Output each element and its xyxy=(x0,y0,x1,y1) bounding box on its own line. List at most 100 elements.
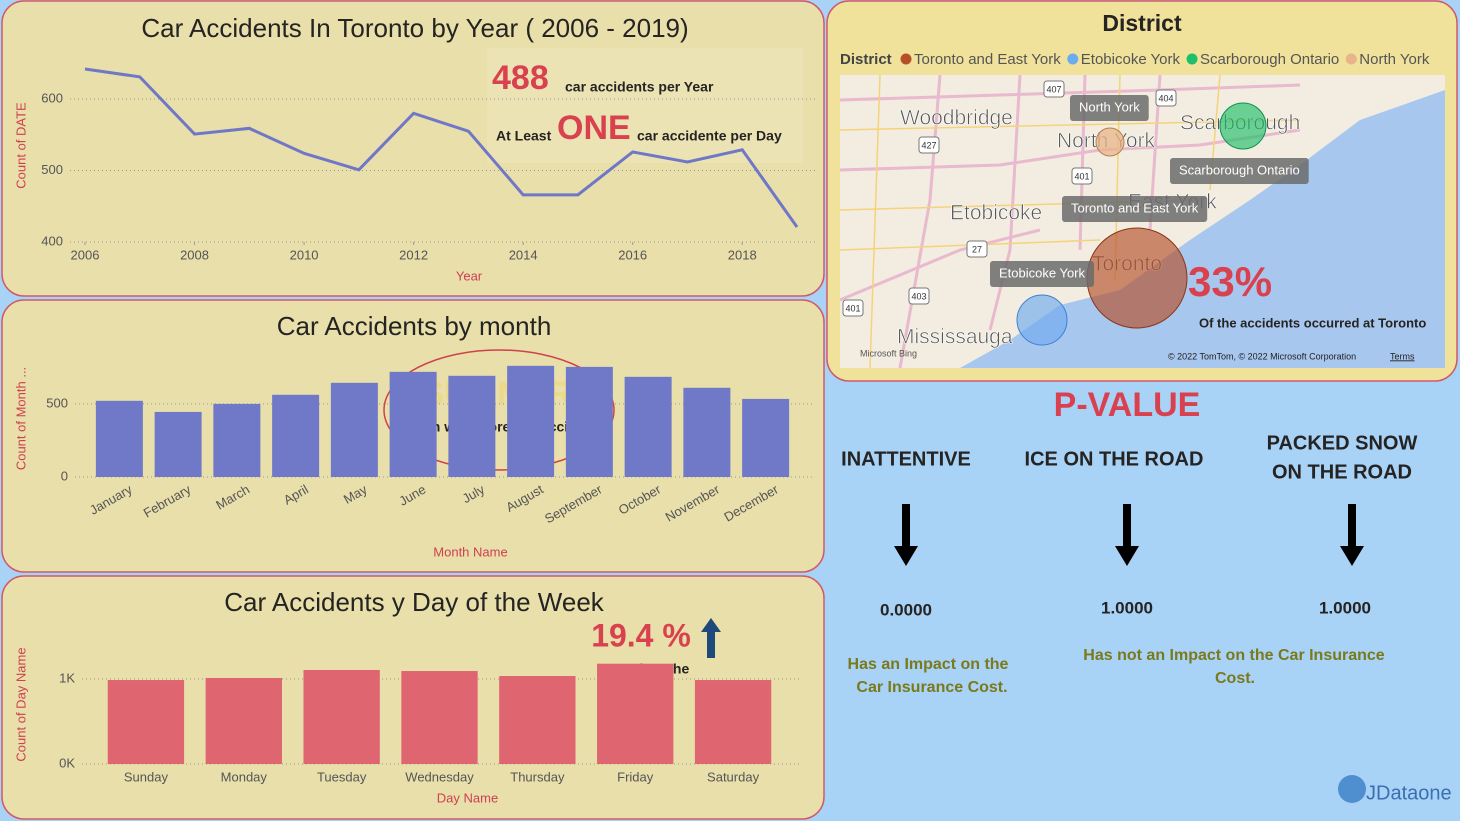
bar xyxy=(499,676,576,764)
kpi-emphasis: ONE xyxy=(557,109,631,147)
p-value: 1.0000 xyxy=(1319,598,1371,617)
y-axis-title: Count of Day Name xyxy=(13,647,28,761)
y-tick-label: 500 xyxy=(46,395,68,410)
chart-title: Car Accidents In Toronto by Year ( 2006 … xyxy=(141,13,688,43)
bubble xyxy=(1219,102,1267,150)
district-percent-text: Of the accidents occurred at Toronto xyxy=(1199,315,1426,330)
down-arrow xyxy=(1115,504,1139,566)
pvalue-title: P-VALUE xyxy=(1054,386,1201,424)
callout-label: Scarborough Ontario xyxy=(1179,162,1300,177)
bar xyxy=(272,394,320,477)
impact-note: Has not an Impact on the Car Insurance xyxy=(1083,647,1385,664)
y-tick-label: 0 xyxy=(61,468,68,483)
callout-label: Toronto and East York xyxy=(1071,200,1199,215)
x-tick-label: Monday xyxy=(221,769,268,784)
legend-label: Etobicoke York xyxy=(1081,51,1181,68)
impact-note: Has an Impact on the xyxy=(848,656,1009,673)
down-arrow xyxy=(894,504,918,566)
place-label: Woodbridge xyxy=(900,107,1013,130)
road-shield xyxy=(966,240,988,258)
x-tick-label: Thursday xyxy=(510,769,565,784)
road-shield xyxy=(908,287,930,305)
highlight-ellipse xyxy=(383,349,615,471)
callout-label: Etobicoke York xyxy=(999,265,1086,280)
kpi-text: car accidente per Day xyxy=(637,128,782,144)
friday-value: 19.4 % xyxy=(591,617,691,653)
x-axis-title: Month Name xyxy=(433,544,507,559)
x-tick-label: 2012 xyxy=(399,247,428,262)
bar xyxy=(507,365,555,477)
bar xyxy=(107,680,185,764)
impact-note: Cost. xyxy=(1215,670,1255,687)
kpi-card xyxy=(487,48,803,163)
down-arrow xyxy=(1340,504,1364,566)
legend-marker xyxy=(1067,53,1079,65)
callout-box xyxy=(990,261,1095,287)
kpi-value: 488 xyxy=(492,59,549,97)
place-label: Mississauga xyxy=(897,326,1013,349)
road-shield xyxy=(1043,80,1065,98)
bar xyxy=(565,366,613,477)
bar xyxy=(597,663,674,764)
bar xyxy=(389,371,437,477)
road-number: 427 xyxy=(921,140,936,150)
x-tick-label: 2014 xyxy=(509,247,538,262)
bar xyxy=(624,376,672,477)
callout-box xyxy=(1062,196,1208,222)
bar xyxy=(95,400,143,477)
legend-marker xyxy=(1345,53,1357,65)
logo-icon xyxy=(1338,775,1366,803)
factor-name: INATTENTIVE xyxy=(841,448,971,470)
place-label: Etobicoke xyxy=(950,202,1042,225)
callout-box xyxy=(1070,95,1149,121)
kpi-text: At Least xyxy=(496,128,552,144)
bar xyxy=(401,671,478,764)
callout-label: North York xyxy=(1079,99,1140,114)
logo: JDataone xyxy=(1366,782,1452,804)
y-tick-label: 1K xyxy=(59,670,75,685)
x-axis-title: Year xyxy=(456,268,483,283)
district-percent: 33% xyxy=(1188,258,1272,305)
x-tick-label: Saturday xyxy=(707,769,760,784)
map-terms[interactable]: Terms xyxy=(1390,351,1415,361)
road-number: 403 xyxy=(911,291,926,301)
legend-title: District xyxy=(840,51,892,68)
factor-name: ICE ON THE ROAD xyxy=(1025,448,1204,470)
road-shield xyxy=(1071,167,1093,185)
road-number: 401 xyxy=(1074,171,1089,181)
chart-title: Car Accidents by month xyxy=(277,311,552,341)
line xyxy=(84,67,799,228)
y-tick-label: 600 xyxy=(41,90,63,105)
x-tick-label: Friday xyxy=(617,769,654,784)
bar xyxy=(303,669,380,764)
bar xyxy=(213,403,261,477)
bar xyxy=(154,411,202,477)
kpi-text: car accidents per Year xyxy=(565,79,714,95)
road-number: 27 xyxy=(972,244,982,254)
bubble xyxy=(1095,127,1125,157)
bubble xyxy=(1086,227,1188,329)
road-number: 401 xyxy=(845,303,860,313)
chart-title: Car Accidents y Day of the Week xyxy=(224,587,605,617)
road-shield xyxy=(1155,89,1177,107)
y-tick-label: 500 xyxy=(41,162,63,177)
x-tick-label: Sunday xyxy=(124,769,169,784)
y-axis-title: Count of Month ... xyxy=(13,367,28,470)
bar xyxy=(205,677,282,764)
bar xyxy=(683,387,731,477)
bar xyxy=(330,382,378,477)
road-shield xyxy=(842,299,864,317)
legend-marker xyxy=(1186,53,1198,65)
x-axis-title: Day Name xyxy=(437,790,498,805)
map-attribution: Microsoft Bing xyxy=(860,348,917,358)
x-tick-label: 2008 xyxy=(180,247,209,262)
road-number: 404 xyxy=(1158,93,1173,103)
x-tick-label: Wednesday xyxy=(405,769,474,784)
x-tick-label: 2006 xyxy=(71,247,100,262)
legend-label: North York xyxy=(1359,51,1430,68)
x-tick-label: Tuesday xyxy=(317,769,367,784)
road-shield xyxy=(918,136,940,154)
bubble xyxy=(1016,294,1068,346)
map-title: District xyxy=(1102,10,1182,36)
